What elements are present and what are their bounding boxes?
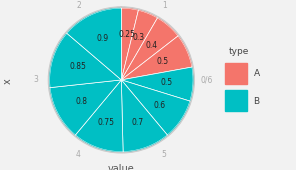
Bar (121, 80, 168, 153)
Bar (121, 17, 179, 80)
Text: 0.25: 0.25 (118, 30, 135, 39)
Text: B: B (254, 97, 260, 106)
Bar (121, 80, 191, 136)
Text: 0.5: 0.5 (157, 57, 169, 66)
Text: 0.75: 0.75 (98, 118, 115, 127)
Text: 0.8: 0.8 (75, 97, 87, 106)
Text: x: x (2, 79, 12, 84)
Bar (48, 32, 121, 88)
Text: 0.6: 0.6 (153, 100, 165, 109)
Text: 0.85: 0.85 (70, 62, 86, 71)
Text: 0.3: 0.3 (132, 33, 144, 42)
FancyBboxPatch shape (225, 90, 247, 111)
FancyBboxPatch shape (225, 63, 247, 83)
Text: 0.9: 0.9 (96, 34, 108, 43)
Text: 0.7: 0.7 (131, 118, 143, 127)
Text: 0.4: 0.4 (145, 41, 157, 50)
Bar (121, 67, 194, 101)
Bar (75, 80, 123, 153)
Text: A: A (254, 69, 260, 78)
Bar (121, 7, 139, 80)
Bar (66, 7, 121, 80)
Bar (121, 9, 158, 80)
Bar (121, 35, 193, 80)
X-axis label: value: value (108, 164, 135, 170)
Bar (49, 80, 121, 136)
Text: 0.5: 0.5 (160, 78, 173, 87)
Text: type: type (229, 47, 249, 56)
